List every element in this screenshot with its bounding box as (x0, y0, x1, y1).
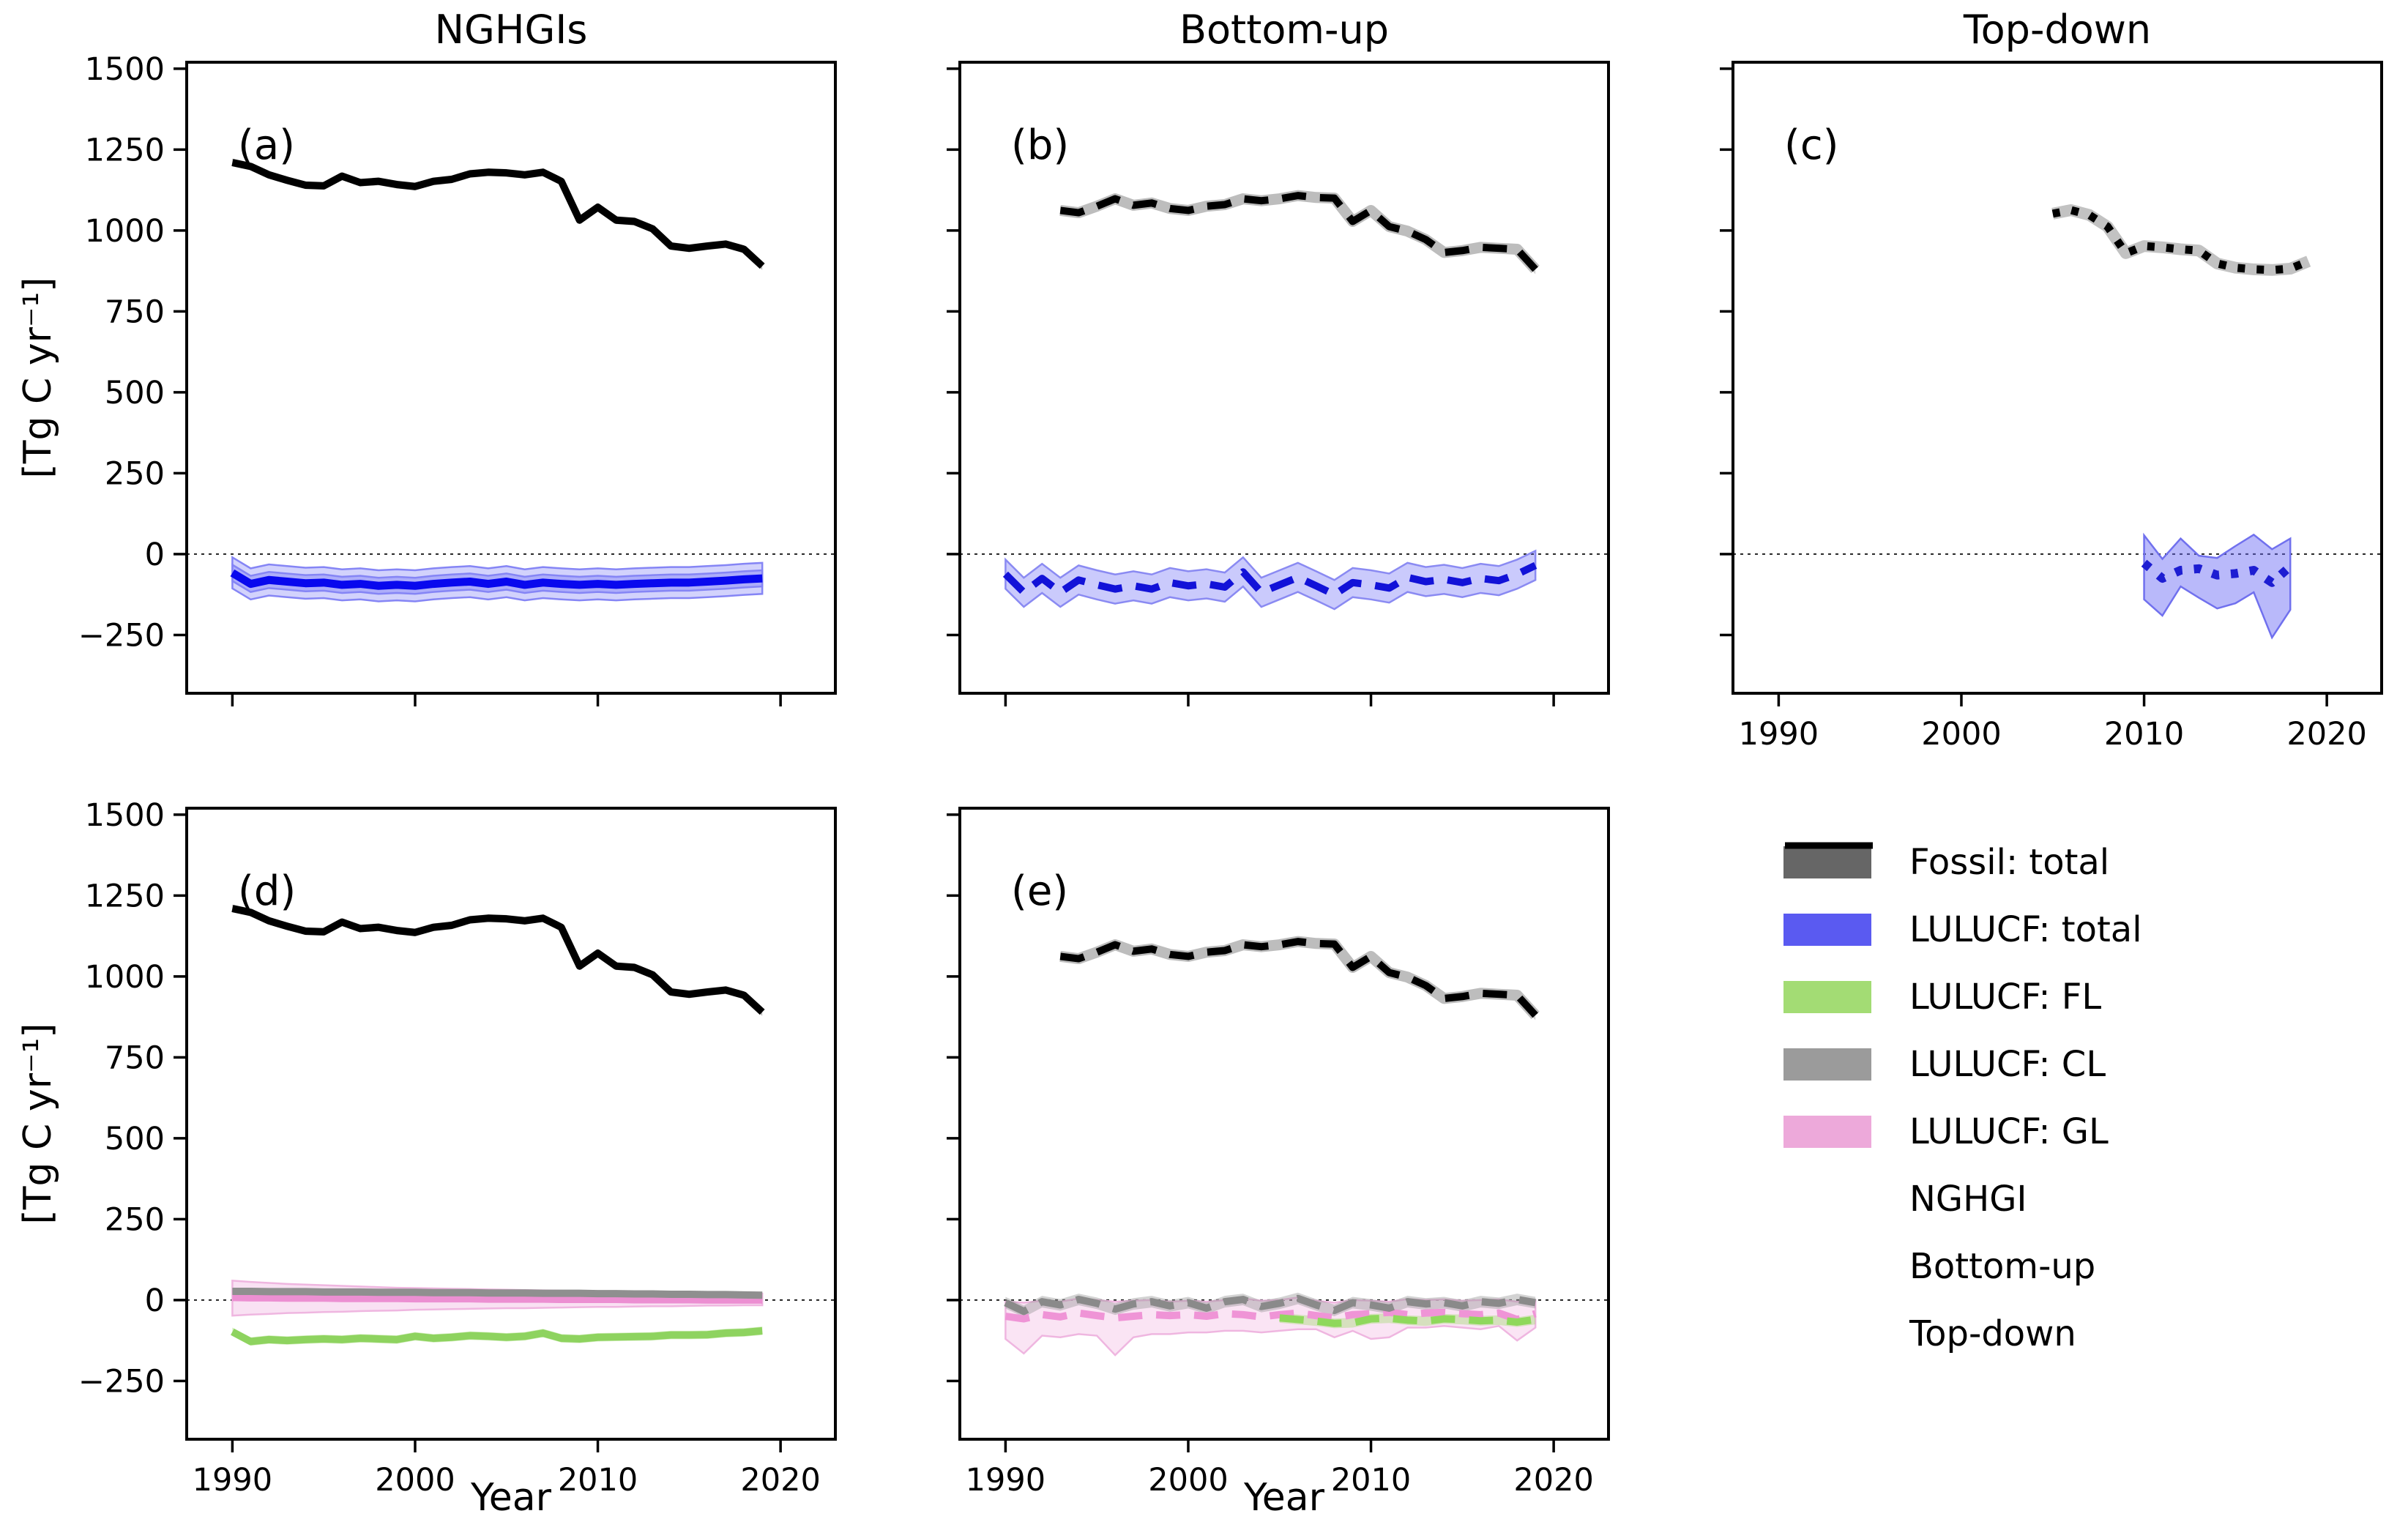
x-tick-label: 1990 (966, 1462, 1045, 1499)
legend-item-lulucf-cl: LULUCF: CL (1783, 1031, 2142, 1098)
panel-letter-a: (a) (238, 122, 295, 169)
legend-item-lulucf-fl: LULUCF: FL (1783, 963, 2142, 1031)
y-tick-label: 750 (105, 1040, 165, 1076)
legend-item-nghgi: NGHGI (1783, 842, 2142, 1233)
y-axis-label-row1: [Tg C yr⁻¹] (16, 277, 60, 479)
panel-border (185, 61, 837, 695)
panel-letter-d: (d) (238, 867, 296, 915)
fossil-total-bottom-up-underlay (1059, 190, 1540, 273)
legend-color-swatch (1783, 846, 1879, 878)
x-tick-label: 2000 (1148, 1462, 1228, 1499)
panel-border (1732, 61, 2383, 695)
y-tick-label: 0 (145, 1283, 165, 1319)
color-swatch (1783, 1048, 1871, 1081)
x-tick-label: 2020 (2286, 716, 2366, 753)
panel-border (185, 807, 837, 1441)
panel-border (958, 61, 1610, 695)
y-tick-label: 1250 (85, 878, 165, 914)
panel-a-title: NGHGIs (434, 7, 588, 53)
x-axis-label-panel-d: Year (470, 1476, 552, 1520)
panel-letter-e: (e) (1011, 867, 1068, 915)
legend-label: NGHGI (1909, 1179, 2027, 1220)
y-tick-label: 750 (105, 294, 165, 330)
lulucf-total-top-down-uncertainty-band (2143, 532, 2292, 640)
legend-color-swatch (1783, 981, 1879, 1013)
lulucf-total-nghgi-line (230, 569, 763, 590)
fossil-total-bottom-up-underlay (1059, 936, 1540, 1019)
legend-label: LULUCF: GL (1909, 1111, 2109, 1152)
y-tick-label: 1000 (85, 213, 165, 250)
color-swatch (1783, 846, 1871, 878)
y-tick-label: 1250 (85, 132, 165, 168)
legend-item-lulucf-gl: LULUCF: GL (1783, 1098, 2142, 1165)
x-axis-label-panel-e: Year (1243, 1476, 1325, 1520)
x-tick-label: 2010 (2104, 716, 2184, 753)
legend-color-swatch (1783, 1048, 1879, 1081)
panel-e: 1990 2000 2010 2020 (e) (947, 807, 1610, 1499)
legend: Fossil: total LULUCF: total LULUCF: FL LULU… (1783, 829, 2142, 1367)
legend-label: LULUCF: CL (1909, 1044, 2106, 1085)
lulucf-gl-bottom-up-line (1004, 1308, 1537, 1324)
lulucf-cl-bottom-up-line (1004, 1294, 1537, 1316)
fossil-total-bottom-up-line (1059, 938, 1538, 1018)
panel-b: (b) (947, 61, 1610, 706)
panel-border (958, 807, 1610, 1441)
legend-label: LULUCF: total (1909, 909, 2142, 950)
x-tick-label: 2010 (1331, 1462, 1411, 1499)
x-tick-label: 2000 (1921, 716, 2001, 753)
lulucf-gl-nghgi-line (232, 1294, 763, 1304)
lulucf-total-top-down-line (2141, 559, 2294, 587)
y-tick-label: 1500 (85, 797, 165, 834)
color-swatch (1783, 914, 1871, 946)
y-tick-label: 250 (105, 455, 165, 492)
legend-label: Top-down (1909, 1313, 2076, 1354)
y-axis-label-row2: [Tg C yr⁻¹] (16, 1023, 60, 1225)
legend-item-fossil-total: Fossil: total (1783, 829, 2142, 896)
panel-c-title: Top-down (1963, 7, 2152, 53)
color-swatch (1783, 981, 1871, 1013)
fossil-total-bottom-up-line (1059, 192, 1538, 272)
panel-d: 1990 2000 2010 2020 −250 0 250 500 750 1000 1250 15… (78, 797, 837, 1499)
fossil-total-top-down-line (2051, 206, 2311, 275)
x-tick-label: 1990 (193, 1462, 272, 1499)
y-tick-label: 500 (105, 1121, 165, 1157)
fossil-total-nghgi-line (231, 159, 765, 269)
y-tick-label: −250 (78, 1363, 165, 1400)
panel-a: −250 0 250 500 750 1000 1250 1500 (a) (78, 51, 837, 706)
legend-item-bottom-up: Bottom-up (1783, 842, 2142, 1300)
x-tick-label: 1990 (1739, 716, 1819, 753)
legend-label: LULUCF: FL (1909, 977, 2102, 1018)
panel-b-title: Bottom-up (1179, 7, 1390, 53)
y-tick-label: 1500 (85, 51, 165, 88)
legend-item-top-down: Top-down (1783, 842, 2142, 1367)
legend-color-swatch (1783, 914, 1879, 946)
fossil-total-nghgi-line (231, 905, 765, 1015)
legend-label: Fossil: total (1909, 842, 2110, 883)
panel-letter-b: (b) (1011, 122, 1069, 169)
y-tick-label: 250 (105, 1201, 165, 1238)
line-sample (1785, 842, 1873, 849)
color-swatch (1783, 1116, 1871, 1148)
panel-c: 1990 2000 2010 2020 (c) (1720, 61, 2383, 753)
lulucf-cl-nghgi-line (232, 1287, 763, 1299)
y-tick-label: 1000 (85, 959, 165, 996)
panel-letter-c: (c) (1784, 122, 1838, 169)
x-tick-label: 2020 (740, 1462, 820, 1499)
legend-color-swatch (1783, 1116, 1879, 1148)
legend-label: Bottom-up (1909, 1246, 2096, 1287)
x-tick-label: 2000 (375, 1462, 455, 1499)
y-tick-label: 500 (105, 375, 165, 411)
lulucf-fl-bottom-up-line (1279, 1314, 1536, 1327)
x-tick-label: 2020 (1513, 1462, 1593, 1499)
lulucf-total-bottom-up-uncertainty-band (1004, 549, 1537, 611)
y-tick-label: 0 (145, 537, 165, 573)
y-tick-label: −250 (78, 617, 165, 654)
legend-item-lulucf-total: LULUCF: total (1783, 896, 2142, 963)
x-tick-label: 2010 (558, 1462, 638, 1499)
lulucf-fl-nghgi-line (231, 1326, 763, 1346)
